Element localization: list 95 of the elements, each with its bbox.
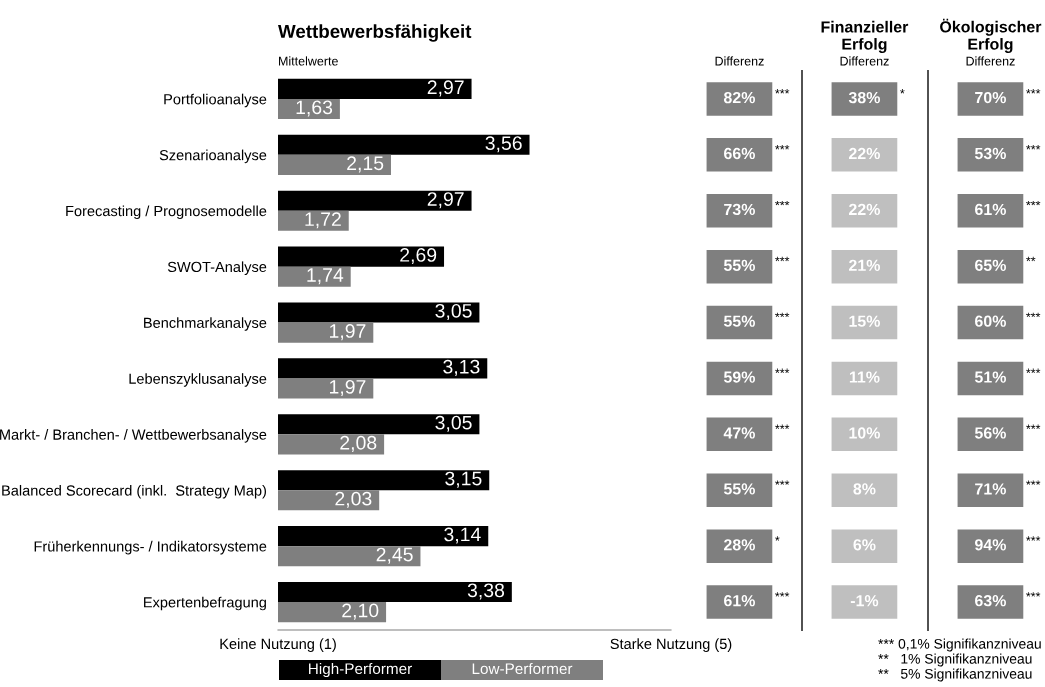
category-label: 63% bbox=[975, 595, 1006, 607]
category-label: 70% bbox=[975, 91, 1006, 104]
data-label: 3,13 bbox=[443, 359, 480, 376]
category-label: *** bbox=[775, 89, 790, 94]
category-label: 59% bbox=[723, 371, 755, 383]
y-tick-label: Forecasting / Prognosemodelle bbox=[66, 205, 267, 220]
data-label: 3,38 bbox=[467, 583, 505, 600]
category-label: *** bbox=[775, 424, 790, 429]
category-label: 53% bbox=[974, 147, 1006, 160]
text: Low-Performer bbox=[472, 662, 573, 675]
data-label: 3,56 bbox=[485, 136, 522, 153]
category-label: 47% bbox=[723, 427, 755, 439]
text: Finanzieller Erfolg bbox=[821, 20, 909, 53]
text: High-Performer bbox=[309, 662, 412, 678]
category-label: 82% bbox=[723, 91, 755, 104]
category-label: 60% bbox=[975, 315, 1006, 327]
category-label: 66% bbox=[724, 147, 755, 160]
category-label: 61% bbox=[724, 595, 755, 607]
category-label: *** bbox=[775, 312, 790, 318]
category-label: * bbox=[775, 536, 780, 541]
data-label: 3,05 bbox=[435, 303, 472, 320]
y-tick-label: Balanced Scorecard (inkl. Strategy Map) bbox=[2, 484, 266, 499]
data-label: 2,69 bbox=[400, 248, 437, 265]
category-label: 55% bbox=[723, 259, 755, 271]
category-label: *** bbox=[1026, 480, 1041, 485]
data-label: 1,97 bbox=[330, 379, 366, 397]
y-tick-label: Früherkennungs- / Indikatorsysteme bbox=[34, 540, 267, 555]
y-tick-label: Expertenbefragung bbox=[144, 596, 266, 611]
data-label: 3,15 bbox=[445, 471, 482, 488]
category-label: 71% bbox=[975, 483, 1006, 495]
category-label: 73% bbox=[724, 203, 755, 216]
category-label: 61% bbox=[975, 203, 1006, 216]
category-label: -1% bbox=[850, 595, 879, 607]
category-label: *** bbox=[1026, 424, 1041, 429]
category-label: 22% bbox=[849, 147, 880, 160]
category-label: 55% bbox=[723, 483, 755, 495]
category-label: 55% bbox=[723, 315, 755, 327]
text: ** 5% Signifikanzniveau bbox=[878, 668, 1032, 682]
text: Differenz bbox=[715, 56, 764, 66]
category-label: 94% bbox=[975, 539, 1006, 551]
category-label: *** bbox=[1026, 536, 1041, 541]
category-label: *** bbox=[775, 368, 790, 373]
category-label: *** bbox=[775, 256, 790, 262]
category-label: *** bbox=[1026, 592, 1041, 597]
category-label: 6% bbox=[853, 539, 876, 551]
category-label: *** bbox=[775, 145, 790, 150]
y-tick-label: Lebenszyklusanalyse bbox=[129, 373, 267, 387]
category-label: *** bbox=[1026, 312, 1041, 318]
y-tick-label: Szenarioanalyse bbox=[159, 149, 267, 164]
category-label: 15% bbox=[849, 315, 880, 327]
y-tick-label: Markt- / Branchen- / Wettbewerbsanalyse bbox=[0, 429, 267, 443]
category-label: 10% bbox=[849, 427, 880, 439]
category-label: *** bbox=[775, 480, 790, 485]
data-label: 2,45 bbox=[376, 547, 413, 564]
category-label: 21% bbox=[849, 259, 880, 271]
data-label: 3,05 bbox=[435, 415, 472, 432]
category-label: 56% bbox=[974, 427, 1006, 439]
category-label: * bbox=[900, 89, 905, 94]
x-tick-label: Starke Nutzung (5) bbox=[610, 638, 732, 652]
category-label: 22% bbox=[849, 203, 880, 216]
data-label: 1,97 bbox=[330, 324, 366, 341]
category-label: *** bbox=[1026, 145, 1041, 150]
chart-title: Wettbewerbsfähigkeit bbox=[278, 24, 472, 42]
text: Differenz bbox=[966, 56, 1015, 66]
data-label: 2,08 bbox=[340, 435, 377, 452]
category-label: *** bbox=[775, 200, 790, 206]
data-label: 2,97 bbox=[427, 80, 464, 97]
category-label: *** bbox=[1026, 89, 1041, 94]
data-label: 3,14 bbox=[444, 527, 481, 544]
category-label: 11% bbox=[849, 371, 880, 383]
text: Differenz bbox=[840, 56, 889, 66]
category-label: *** bbox=[1026, 200, 1041, 206]
category-label: 28% bbox=[724, 539, 755, 551]
data-label: 2,10 bbox=[342, 603, 379, 620]
y-tick-label: Portfolioanalyse bbox=[164, 93, 267, 108]
data-label: 1,74 bbox=[307, 268, 344, 285]
data-label: 2,15 bbox=[347, 156, 384, 173]
text: Ökologischer Erfolg bbox=[940, 18, 1042, 53]
text: ** 1% Signifikanzniveau bbox=[878, 653, 1032, 667]
data-label: 1,63 bbox=[296, 100, 333, 117]
category-label: 51% bbox=[974, 371, 1006, 383]
y-tick-label: Benchmarkanalyse bbox=[144, 317, 267, 331]
category-label: ** bbox=[1026, 256, 1036, 262]
x-tick-label: Keine Nutzung (1) bbox=[220, 638, 336, 652]
data-label: 2,03 bbox=[335, 491, 372, 508]
text: *** 0,1% Signifikanzniveau bbox=[878, 638, 1041, 652]
category-label: 38% bbox=[848, 91, 880, 104]
category-label: *** bbox=[775, 592, 790, 597]
data-label: 2,97 bbox=[427, 192, 464, 209]
category-label: 8% bbox=[853, 483, 876, 495]
category-label: 65% bbox=[975, 259, 1006, 271]
category-label: *** bbox=[1026, 368, 1041, 373]
data-label: 1,72 bbox=[305, 212, 341, 229]
y-tick-label: SWOT-Analyse bbox=[167, 261, 267, 275]
chart-subtitle: Mittelwerte bbox=[279, 56, 338, 66]
